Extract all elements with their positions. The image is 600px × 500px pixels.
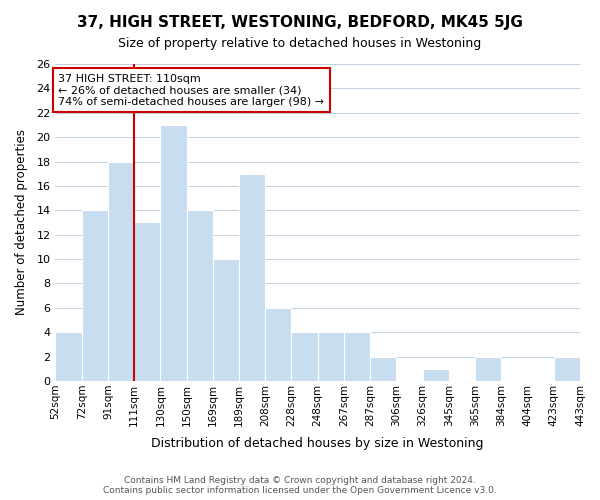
X-axis label: Distribution of detached houses by size in Westoning: Distribution of detached houses by size …: [151, 437, 484, 450]
Text: Contains HM Land Registry data © Crown copyright and database right 2024.
Contai: Contains HM Land Registry data © Crown c…: [103, 476, 497, 495]
Bar: [55, 332, 82, 381]
Bar: [213, 259, 239, 381]
Text: Size of property relative to detached houses in Westoning: Size of property relative to detached ho…: [118, 38, 482, 51]
Bar: [108, 162, 134, 381]
Text: 37 HIGH STREET: 110sqm
← 26% of detached houses are smaller (34)
74% of semi-det: 37 HIGH STREET: 110sqm ← 26% of detached…: [58, 74, 324, 106]
Bar: [187, 210, 213, 381]
Bar: [82, 210, 108, 381]
Bar: [422, 369, 449, 381]
Bar: [344, 332, 370, 381]
Bar: [554, 356, 580, 381]
Bar: [475, 356, 502, 381]
Y-axis label: Number of detached properties: Number of detached properties: [15, 130, 28, 316]
Bar: [239, 174, 265, 381]
Bar: [370, 356, 397, 381]
Bar: [134, 222, 160, 381]
Bar: [318, 332, 344, 381]
Bar: [160, 125, 187, 381]
Text: 37, HIGH STREET, WESTONING, BEDFORD, MK45 5JG: 37, HIGH STREET, WESTONING, BEDFORD, MK4…: [77, 15, 523, 30]
Bar: [292, 332, 318, 381]
Bar: [265, 308, 292, 381]
